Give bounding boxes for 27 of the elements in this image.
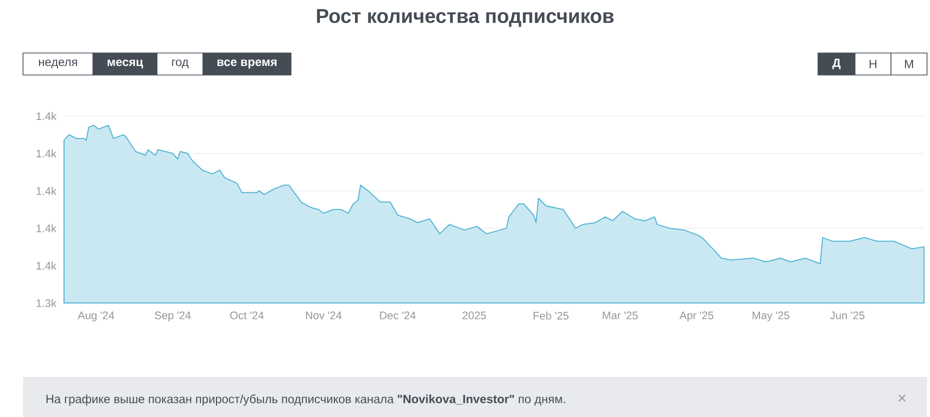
x-tick-label: Oct '24 (230, 312, 264, 320)
text: Н (870, 60, 876, 68)
text: все время (218, 60, 276, 68)
y-tick-label: 1.4k (36, 262, 57, 270)
x-tick-label: Aug '24 (78, 312, 114, 322)
x-tick-label: Feb '25 (534, 312, 568, 320)
y-tick-label: 1.4k (36, 224, 57, 232)
x-tick-label: Apr '25 (679, 312, 714, 322)
x-tick-label: Jun '25 (830, 312, 864, 320)
x-tick-label: Mar '25 (602, 312, 638, 320)
text: × (898, 394, 906, 402)
text: Д (832, 58, 841, 70)
y-tick-label: 1.4k (36, 112, 57, 120)
text: На графике выше показан прирост/убыль подписчиков канала "Novikova_Investor" по дням. (46, 394, 565, 406)
x-tick-label: Nov '24 (306, 312, 342, 320)
x-tick-label: May '25 (752, 312, 790, 322)
y-tick-label: 1.4k (36, 186, 57, 195)
text: месяц (108, 60, 144, 68)
text: неделя (39, 60, 77, 68)
x-tick-label: Dec '24 (380, 312, 416, 320)
text: М (905, 60, 913, 68)
y-tick-label: 1.4k (36, 149, 57, 158)
text: год (172, 60, 189, 68)
x-tick-label: Sep '24 (154, 312, 191, 322)
y-tick-label: 1.3k (36, 298, 57, 308)
chart-title: Рост количества подписчиков (317, 9, 614, 27)
x-tick-label: 2025 (462, 312, 486, 320)
